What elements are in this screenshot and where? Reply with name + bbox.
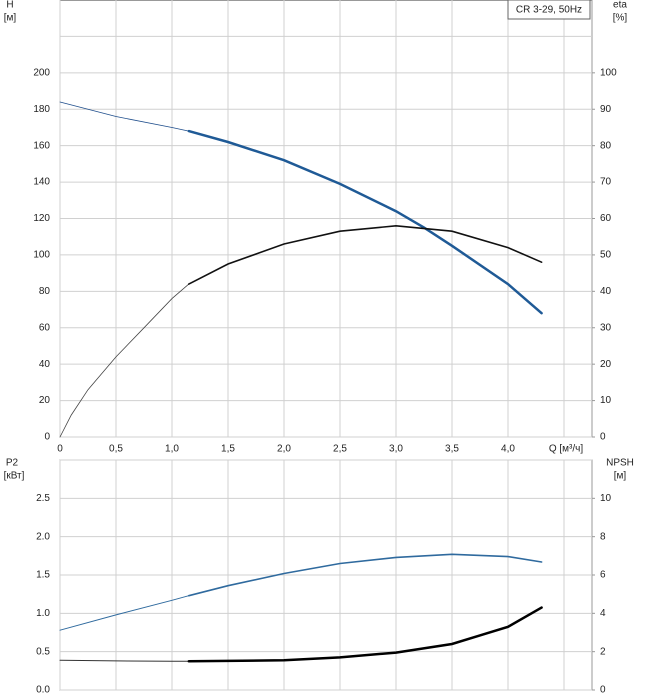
y-tick-label: 0 xyxy=(44,432,50,443)
y-tick-label: 160 xyxy=(33,140,50,151)
y-tick-label: 60 xyxy=(39,322,51,333)
y-tick-label: 1.5 xyxy=(36,570,50,581)
y2-tick-label: 6 xyxy=(600,570,606,581)
x-tick-label: 3,0 xyxy=(389,444,403,455)
y-axis-label: H xyxy=(6,0,13,11)
x-tick-label: 0 xyxy=(57,444,63,455)
y-tick-label: 180 xyxy=(33,104,50,115)
x-tick-label: 2,0 xyxy=(277,444,291,455)
y-tick-label: 0.5 xyxy=(36,646,50,657)
y2-tick-label: 8 xyxy=(600,531,606,542)
y2-tick-label: 60 xyxy=(600,213,612,224)
x-tick-label: 0,5 xyxy=(109,444,123,455)
y-tick-label: 2.0 xyxy=(36,531,50,542)
y2-tick-label: 30 xyxy=(600,322,612,333)
y2-tick-label: 70 xyxy=(600,177,612,188)
curve xyxy=(187,129,543,315)
y2-tick-label: 50 xyxy=(600,250,612,261)
curve xyxy=(59,101,190,132)
y2-axis-label: eta xyxy=(613,0,627,11)
y-tick-label: 20 xyxy=(39,395,51,406)
x-tick-label: 1,0 xyxy=(165,444,179,455)
y-axis-unit: [м] xyxy=(4,13,17,24)
y-tick-label: 40 xyxy=(39,359,51,370)
y-tick-label: 80 xyxy=(39,286,51,297)
curve xyxy=(188,224,543,285)
curve xyxy=(188,553,543,597)
x-tick-label: 1,5 xyxy=(221,444,235,455)
y-tick-label: 140 xyxy=(33,177,50,188)
y2-axis-unit: [%] xyxy=(613,13,628,24)
y-axis-unit: [кВт] xyxy=(4,471,25,482)
y-tick-label: 2.5 xyxy=(36,493,50,504)
title-box xyxy=(507,0,591,20)
y2-tick-label: 100 xyxy=(600,67,617,78)
y-tick-label: 120 xyxy=(33,213,50,224)
y2-tick-label: 40 xyxy=(600,286,612,297)
y2-tick-label: 10 xyxy=(600,493,612,504)
y2-tick-label: 10 xyxy=(600,395,612,406)
x-tick-label: 3,5 xyxy=(445,444,459,455)
y2-tick-label: 0 xyxy=(600,432,606,443)
y-tick-label: 0.0 xyxy=(36,685,50,696)
curve xyxy=(187,606,543,663)
x-tick-label: 2,5 xyxy=(333,444,347,455)
x-axis-label: Q [м³/ч] xyxy=(549,444,584,455)
curve xyxy=(59,283,190,438)
y-tick-label: 1.0 xyxy=(36,608,50,619)
curve xyxy=(59,595,190,631)
y2-tick-label: 80 xyxy=(600,140,612,151)
y2-axis-label: NPSH xyxy=(606,458,634,469)
y-axis-label: P2 xyxy=(6,458,19,469)
y2-axis-unit: [м] xyxy=(614,471,627,482)
y2-tick-label: 4 xyxy=(600,608,606,619)
x-tick-label: 4,0 xyxy=(501,444,515,455)
y2-tick-label: 0 xyxy=(600,685,606,696)
chart-title: CR 3-29, 50Hz xyxy=(516,5,582,16)
curve xyxy=(59,659,190,662)
y-tick-label: 100 xyxy=(33,250,50,261)
y-tick-label: 200 xyxy=(33,67,50,78)
y2-tick-label: 2 xyxy=(600,646,606,657)
y2-tick-label: 20 xyxy=(600,359,612,370)
y2-tick-label: 90 xyxy=(600,104,612,115)
